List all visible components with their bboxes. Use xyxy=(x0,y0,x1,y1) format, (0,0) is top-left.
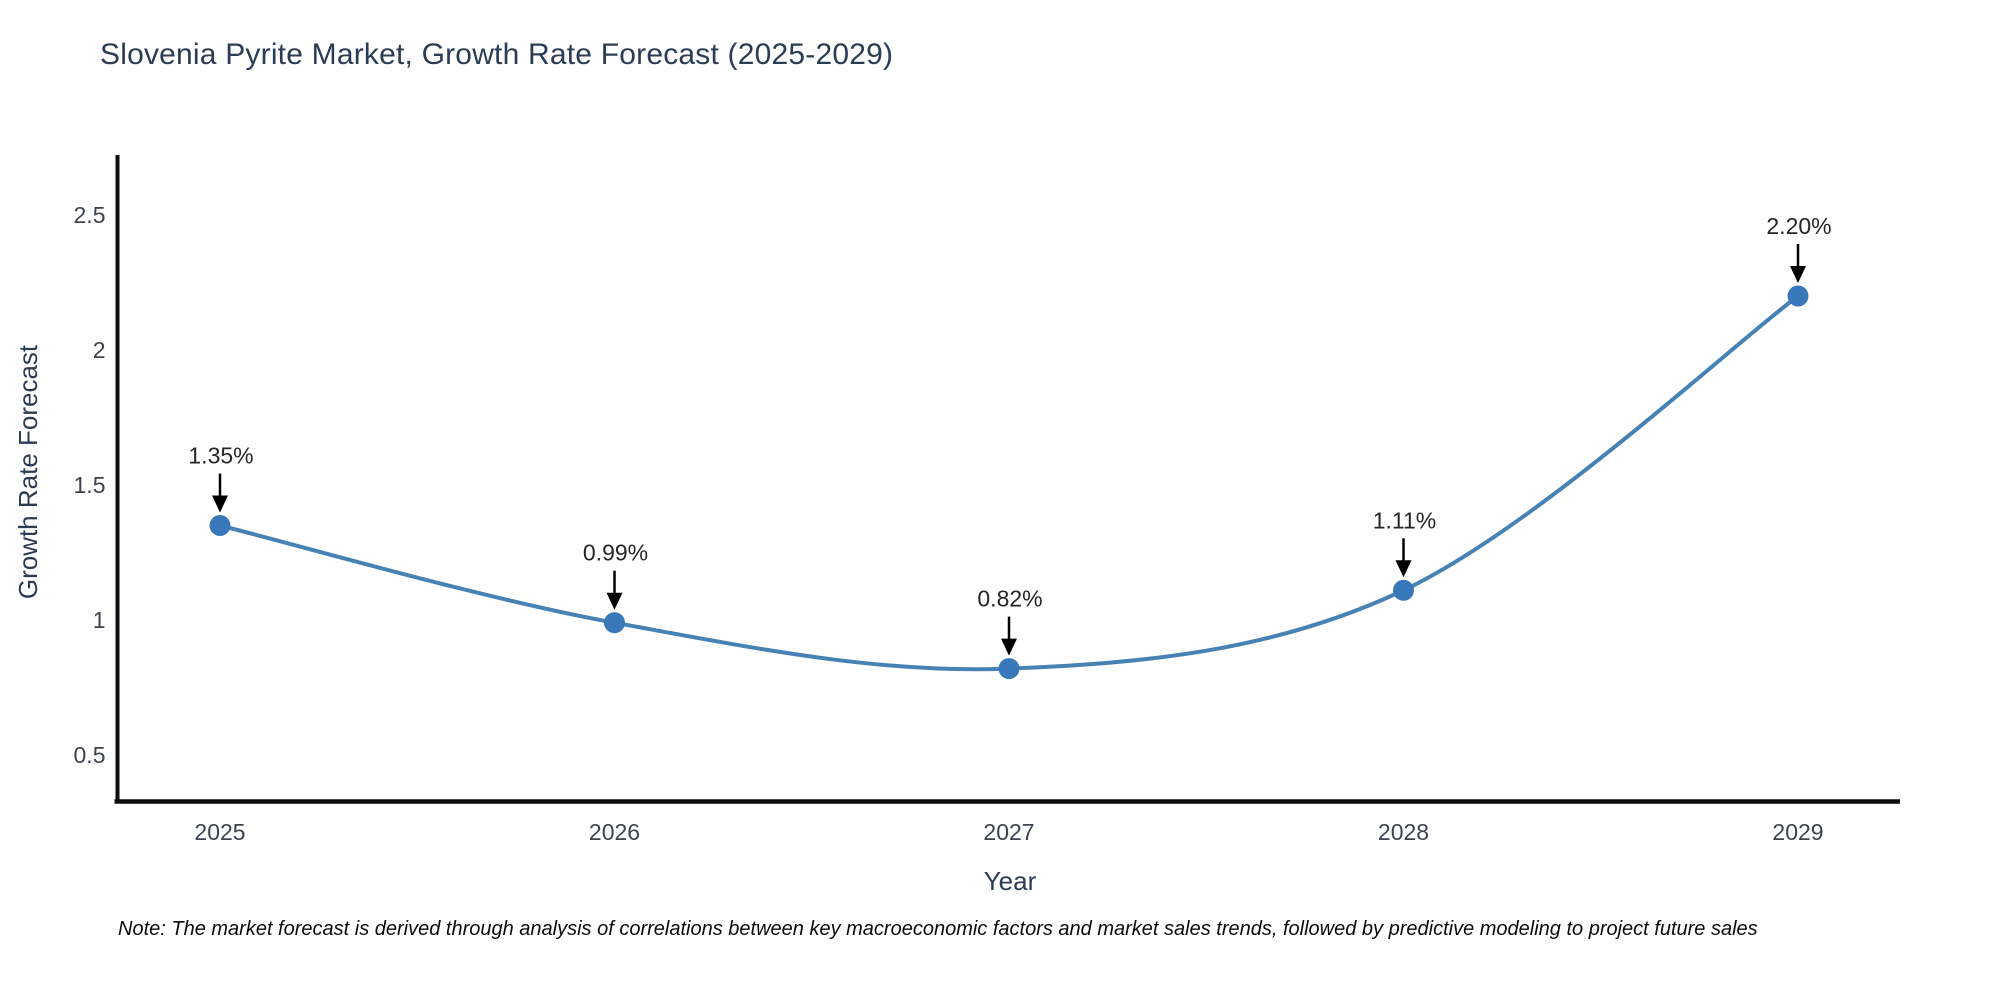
x-tick-label: 2027 xyxy=(983,819,1034,845)
y-tick-label: 2.5 xyxy=(74,202,106,228)
y-tick-label: 1.5 xyxy=(74,472,106,498)
data-point-marker xyxy=(209,515,231,536)
data-point-marker xyxy=(998,658,1020,680)
annotation-arrow-head xyxy=(1790,266,1806,283)
annotation-arrow-head xyxy=(212,495,228,513)
x-axis-title: Year xyxy=(983,866,1037,896)
data-point-marker xyxy=(1393,579,1414,601)
point-label: 0.99% xyxy=(583,540,648,566)
y-tick-label: 1 xyxy=(93,607,106,633)
forecast-line xyxy=(218,294,1800,672)
y-tick-label: 2 xyxy=(93,337,106,363)
chart-title: Slovenia Pyrite Market, Growth Rate Fore… xyxy=(100,38,894,71)
x-tick-label: 2028 xyxy=(1378,819,1429,845)
annotation-arrow-head xyxy=(1395,560,1412,578)
x-tick-label: 2026 xyxy=(589,819,640,845)
y-tick-label: 0.5 xyxy=(74,742,106,768)
data-point-marker xyxy=(1787,285,1809,307)
point-label: 1.11% xyxy=(1373,507,1437,533)
x-tick-label: 2025 xyxy=(194,819,245,845)
annotation-arrow-head xyxy=(606,592,623,610)
point-label: 1.35% xyxy=(188,443,253,469)
annotation-arrow-head xyxy=(1001,638,1017,656)
point-label: 2.20% xyxy=(1766,213,1831,239)
x-tick-label: 2029 xyxy=(1772,819,1823,845)
footnote: Note: The market forecast is derived thr… xyxy=(118,918,1758,940)
point-label: 0.82% xyxy=(977,586,1042,612)
data-point-marker xyxy=(604,612,625,634)
